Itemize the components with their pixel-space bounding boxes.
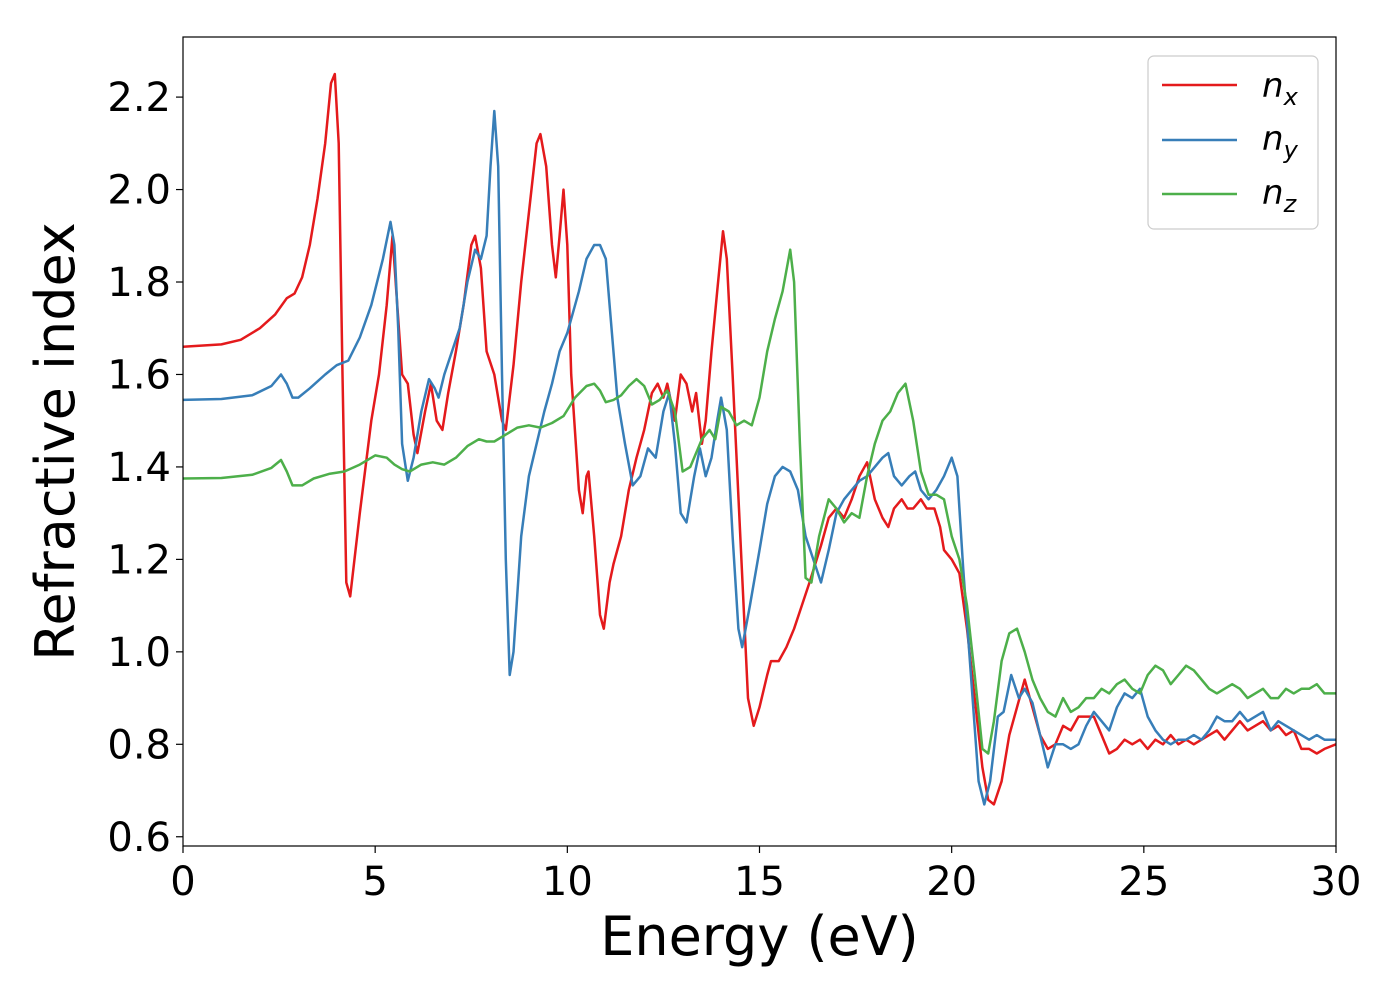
legend: nx ny nz xyxy=(1147,55,1319,230)
x-tick-label: 5 xyxy=(362,859,387,905)
x-tick-label: 25 xyxy=(1118,859,1169,905)
legend-box xyxy=(1147,55,1319,230)
y-axis-title: Refractive index xyxy=(24,222,87,661)
y-tick-label: 1.6 xyxy=(107,352,171,398)
y-axis: 0.6 0.8 1.0 1.2 1.4 1.6 1.8 2.0 2.2 xyxy=(107,75,183,861)
y-tick-label: 2.0 xyxy=(107,168,171,214)
y-tick-label: 2.2 xyxy=(107,75,171,121)
legend-label-nx: nx xyxy=(1262,66,1299,111)
x-tick-label: 20 xyxy=(926,859,977,905)
legend-label-ny: ny xyxy=(1262,119,1299,164)
y-tick-label: 1.2 xyxy=(107,537,171,583)
legend-label-nz: nz xyxy=(1262,173,1298,218)
x-axis: 0 5 10 15 20 25 30 xyxy=(170,846,1361,905)
x-axis-title: Energy (eV) xyxy=(600,905,919,968)
series-line-nx xyxy=(183,72,1336,806)
y-tick-label: 1.0 xyxy=(107,630,171,676)
x-tick-label: 15 xyxy=(734,859,785,905)
y-tick-label: 1.8 xyxy=(107,260,171,306)
y-tick-label: 1.4 xyxy=(107,445,171,491)
series-line-ny xyxy=(183,109,1336,806)
x-tick-label: 30 xyxy=(1311,859,1362,905)
y-tick-label: 0.8 xyxy=(107,722,171,768)
y-tick-label: 0.6 xyxy=(107,815,171,861)
x-tick-label: 10 xyxy=(542,859,593,905)
series-group xyxy=(183,72,1336,806)
series-line-nz xyxy=(183,248,1336,755)
x-tick-label: 0 xyxy=(170,859,195,905)
